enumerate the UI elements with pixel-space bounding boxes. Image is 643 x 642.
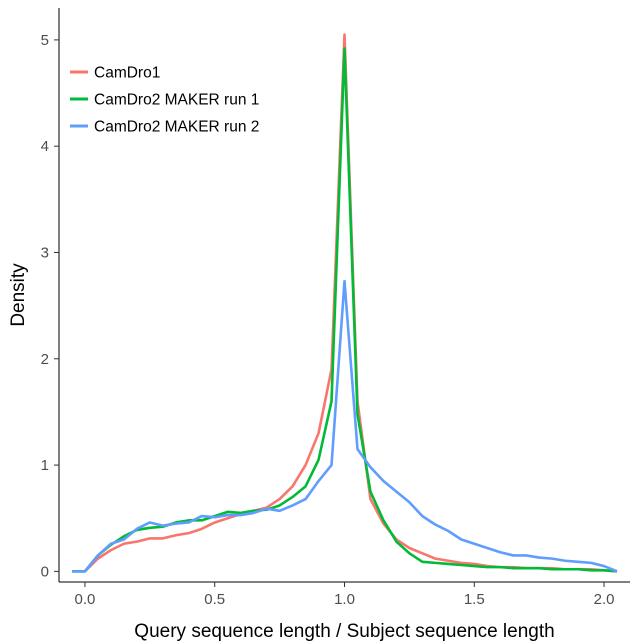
x-tick-label: 1.5: [464, 591, 485, 608]
y-tick-label: 2: [41, 351, 49, 368]
y-axis-title: Density: [8, 263, 29, 327]
legend-label-1: CamDro1: [94, 65, 160, 82]
x-tick-label: 0.5: [204, 591, 225, 608]
y-tick-label: 1: [41, 457, 49, 474]
y-tick-label: 0: [41, 563, 49, 580]
x-tick-label: 2.0: [594, 591, 615, 608]
x-tick-label: 0.0: [75, 591, 96, 608]
y-tick-label: 3: [41, 244, 49, 261]
x-tick-label: 1.0: [334, 591, 355, 608]
axes: 0.0 0.5 1.0 1.5 2.0 0 1 2 3 4 5: [41, 8, 630, 608]
series-layer: [71, 33, 618, 573]
legend-label-3: CamDro2 MAKER run 2: [94, 119, 259, 136]
series-line-1: [71, 33, 618, 573]
legend: CamDro1 CamDro2 MAKER run 1 CamDro2 MAKER …: [70, 65, 259, 136]
legend-label-2: CamDro2 MAKER run 1: [94, 92, 259, 109]
series-line-3: [71, 279, 618, 573]
x-axis-title: Query sequence length / Subject sequence…: [134, 621, 554, 642]
y-tick-label: 5: [41, 32, 49, 49]
y-tick-label: 4: [41, 138, 49, 155]
